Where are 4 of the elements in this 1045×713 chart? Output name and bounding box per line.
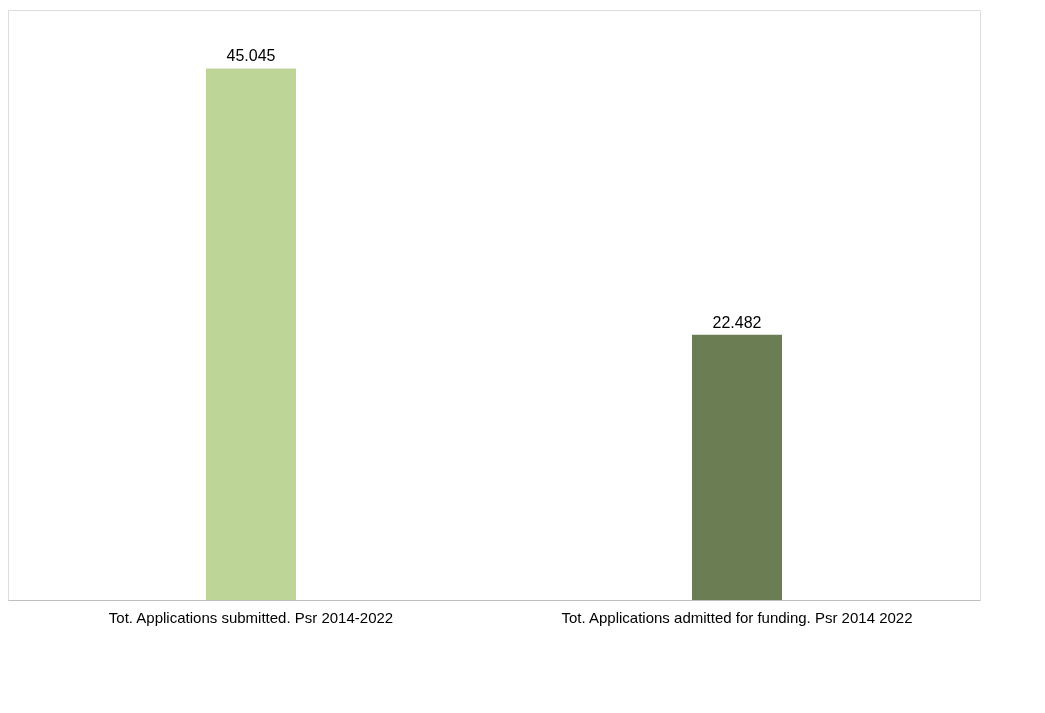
data-label: 22.482 [712, 313, 762, 331]
x-tick-label: Tot. Applications admitted for funding. Psr 2014 2022 [561, 608, 913, 626]
x-tick-label: Tot. Applications submitted. Psr 2014-2022 [108, 608, 394, 626]
data-label: 45.045 [226, 47, 276, 65]
